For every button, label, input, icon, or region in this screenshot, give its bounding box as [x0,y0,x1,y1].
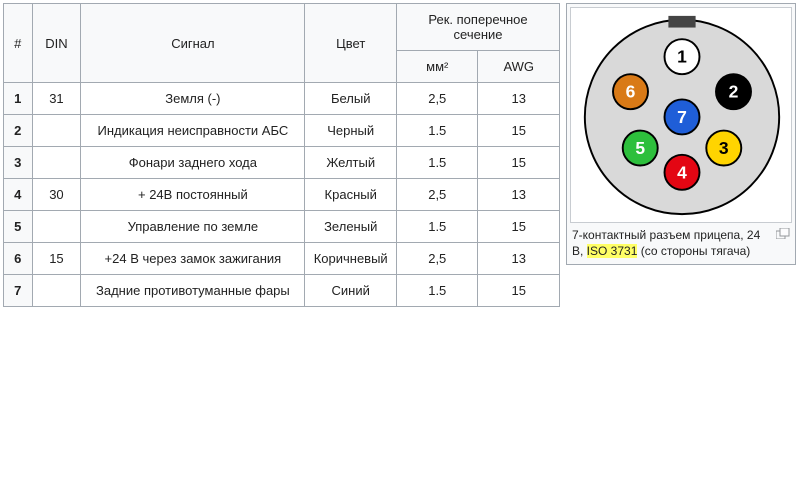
connector-figure: 1 2 3 4 5 6 7 7-контактный разъем прицепа, 24 … [566,3,796,265]
svg-text:1: 1 [677,47,687,67]
cell-awg: 15 [478,275,560,307]
cell-mm2: 1.5 [397,115,478,147]
th-number: # [4,4,33,83]
cell-signal: +24 В через замок зажигания [81,243,305,275]
cell-number: 4 [4,179,33,211]
cell-awg: 15 [478,211,560,243]
svg-text:5: 5 [635,138,645,158]
cell-color: Черный [305,115,397,147]
cell-mm2: 1.5 [397,211,478,243]
cell-mm2: 2,5 [397,179,478,211]
cell-number: 6 [4,243,33,275]
th-awg: AWG [478,51,560,83]
cell-color: Желтый [305,147,397,179]
cell-number: 2 [4,115,33,147]
cell-din: 15 [32,243,81,275]
th-din: DIN [32,4,81,83]
cell-color: Коричневый [305,243,397,275]
th-cross-section-group: Рек. поперечное сечение [397,4,560,51]
caption-post: (со стороны тягача) [637,244,750,258]
svg-text:7: 7 [677,107,687,127]
cell-signal: Фонари заднего хода [81,147,305,179]
cell-awg: 13 [478,179,560,211]
cell-color: Белый [305,83,397,115]
th-mm2: мм² [397,51,478,83]
th-signal: Сигнал [81,4,305,83]
cell-color: Зеленый [305,211,397,243]
table-row: 2 Индикация неисправности АБСЧерный1.515 [4,115,560,147]
cell-awg: 13 [478,243,560,275]
table-row: 5 Управление по землеЗеленый1.515 [4,211,560,243]
cell-color: Синий [305,275,397,307]
cell-number: 7 [4,275,33,307]
figure-caption: 7-контактный разъем прицепа, 24 В, ISO 3… [570,223,792,261]
svg-text:2: 2 [729,82,739,102]
cell-signal: + 24В постоянный [81,179,305,211]
svg-text:3: 3 [719,138,729,158]
connector-figure-inner: 1 2 3 4 5 6 7 [570,7,792,223]
pinout-tbody: 131Земля (-)Белый2,5132Индикация неиспра… [4,83,560,307]
cell-awg: 15 [478,115,560,147]
th-color: Цвет [305,4,397,83]
table-row: 131Земля (-)Белый2,513 [4,83,560,115]
cell-awg: 15 [478,147,560,179]
cell-din [32,115,81,147]
cell-mm2: 1.5 [397,275,478,307]
connector-diagram: 1 2 3 4 5 6 7 [575,12,789,218]
cell-awg: 13 [478,83,560,115]
cell-signal: Земля (-) [81,83,305,115]
cell-din [32,147,81,179]
cell-signal: Управление по земле [81,211,305,243]
cell-number: 5 [4,211,33,243]
svg-text:4: 4 [677,162,687,182]
cell-mm2: 2,5 [397,243,478,275]
cell-din [32,211,81,243]
pinout-table: # DIN Сигнал Цвет Рек. поперечное сечени… [3,3,560,307]
svg-text:6: 6 [626,82,636,102]
cell-mm2: 2,5 [397,83,478,115]
cell-signal: Индикация неисправности АБС [81,115,305,147]
table-row: 7 Задние противотуманные фарыСиний1.515 [4,275,560,307]
cell-mm2: 1.5 [397,147,478,179]
cell-number: 1 [4,83,33,115]
cell-din [32,275,81,307]
cell-color: Красный [305,179,397,211]
caption-highlight: ISO 3731 [587,244,638,258]
cell-signal: Задние противотуманные фары [81,275,305,307]
cell-din: 31 [32,83,81,115]
table-row: 615+24 В через замок зажиганияКоричневый… [4,243,560,275]
table-row: 3 Фонари заднего ходаЖелтый1.515 [4,147,560,179]
cell-number: 3 [4,147,33,179]
table-row: 430+ 24В постоянныйКрасный2,513 [4,179,560,211]
cell-din: 30 [32,179,81,211]
enlarge-icon[interactable] [776,228,790,239]
